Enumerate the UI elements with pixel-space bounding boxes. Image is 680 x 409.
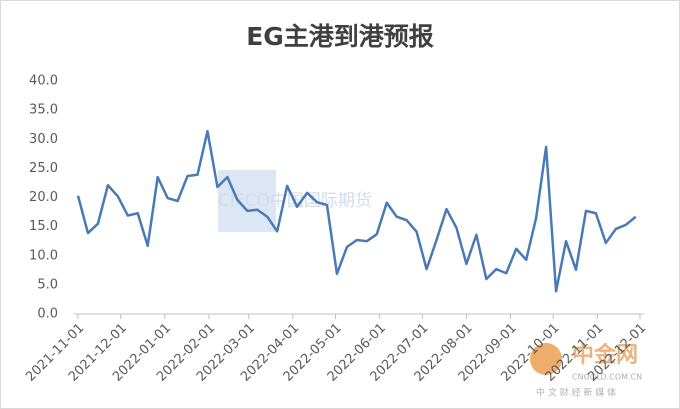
y-tick-label: 15.0	[29, 219, 58, 234]
watermark: 中 文 财 经 新 媒 体	[536, 387, 616, 399]
watermark: 中金网	[572, 342, 638, 368]
y-tick-label: 0.0	[37, 307, 58, 322]
y-tick-label: 10.0	[29, 248, 58, 263]
line-series	[76, 129, 637, 293]
y-tick-label: 25.0	[29, 161, 58, 176]
y-tick-label: 30.0	[29, 132, 58, 147]
y-tick-label: 5.0	[37, 277, 58, 292]
chart-title: EG主港到港预报	[246, 22, 434, 51]
y-tick-label: 35.0	[29, 103, 58, 118]
watermark: CNGOLD.COM.CN	[572, 373, 642, 382]
watermark-logo	[530, 343, 562, 375]
y-tick-label: 40.0	[29, 74, 58, 89]
y-tick-label: 20.0	[29, 190, 58, 205]
